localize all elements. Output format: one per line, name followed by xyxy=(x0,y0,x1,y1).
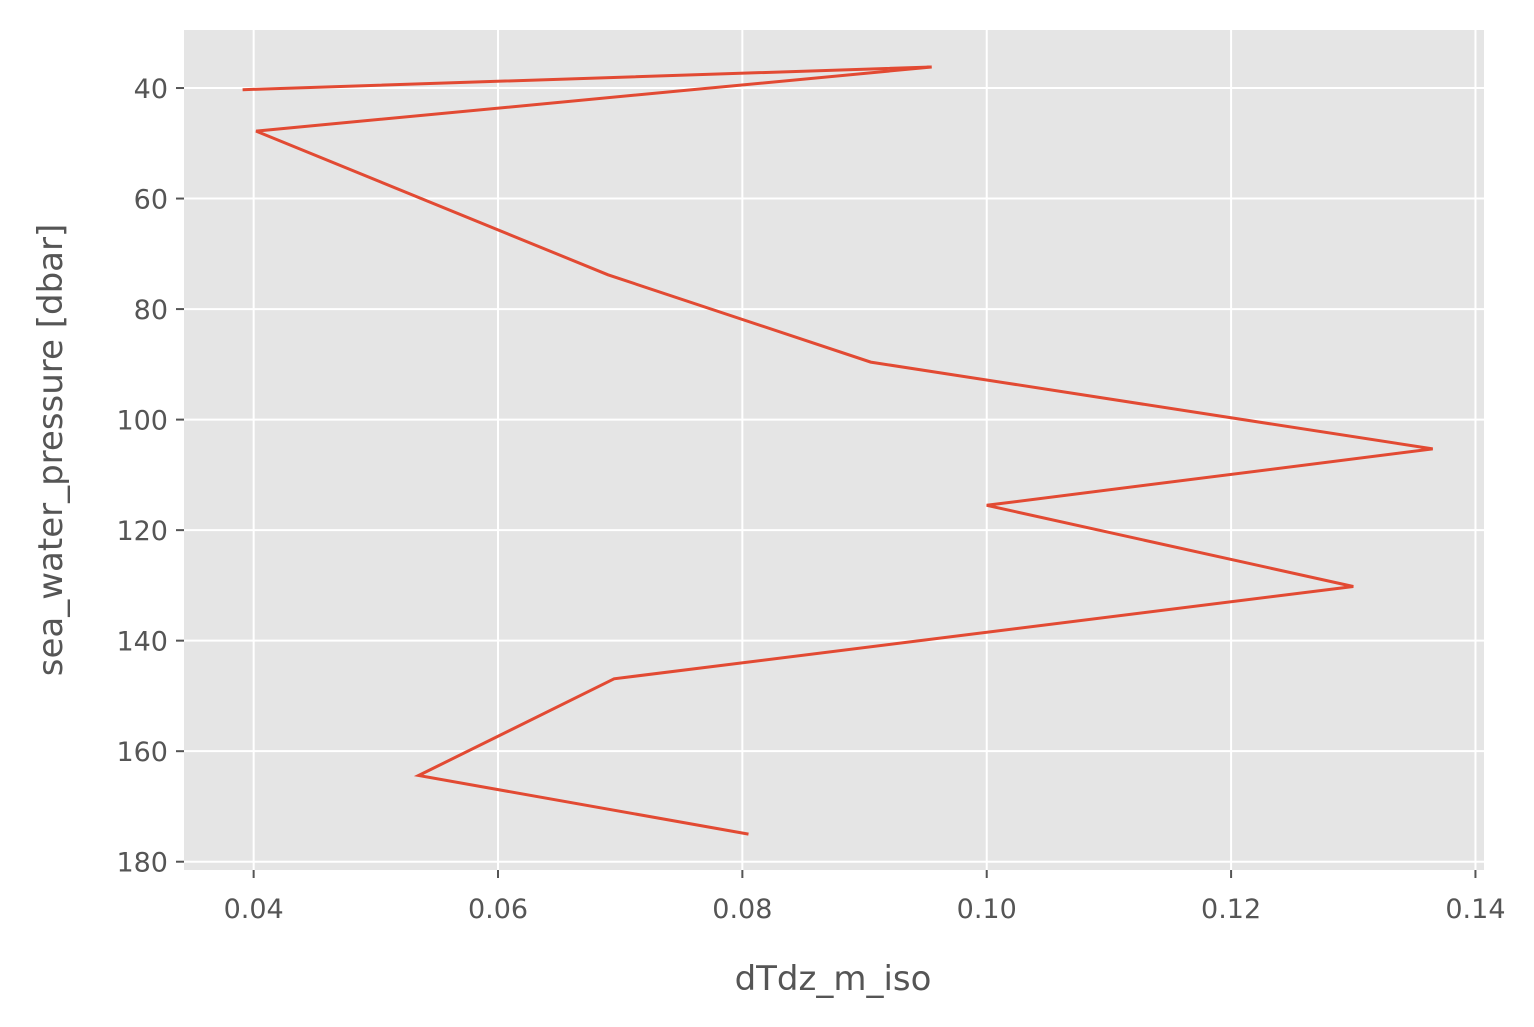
series-line xyxy=(242,65,1433,836)
x-tick-label: 0.12 xyxy=(1201,894,1261,925)
x-axis-title: dTdz_m_iso xyxy=(735,959,932,999)
y-tick-label: 120 xyxy=(116,516,168,547)
series-lines xyxy=(242,65,1433,836)
grid-lines xyxy=(184,30,1484,870)
x-tick-label: 0.04 xyxy=(224,894,284,925)
plot-area xyxy=(184,30,1484,870)
y-axis-title: sea_water_pressure [dbar] xyxy=(31,224,71,677)
y-tick-label: 100 xyxy=(116,406,168,437)
y-tick-label: 180 xyxy=(116,848,168,879)
x-tick-label: 0.08 xyxy=(712,894,772,925)
y-tick-label: 60 xyxy=(134,185,168,216)
axis-ticks: 0.04 0.06 0.08 0.10 0.12 0.14 40 60 80 100 120 140 1… xyxy=(116,74,1505,925)
y-tick-label: 160 xyxy=(116,737,168,768)
x-tick-label: 0.06 xyxy=(468,894,528,925)
x-tick-label: 0.10 xyxy=(957,894,1017,925)
y-tick-label: 80 xyxy=(134,295,168,326)
x-tick-label: 0.14 xyxy=(1445,894,1505,925)
y-tick-label: 40 xyxy=(134,74,168,105)
y-tick-label: 140 xyxy=(116,627,168,658)
